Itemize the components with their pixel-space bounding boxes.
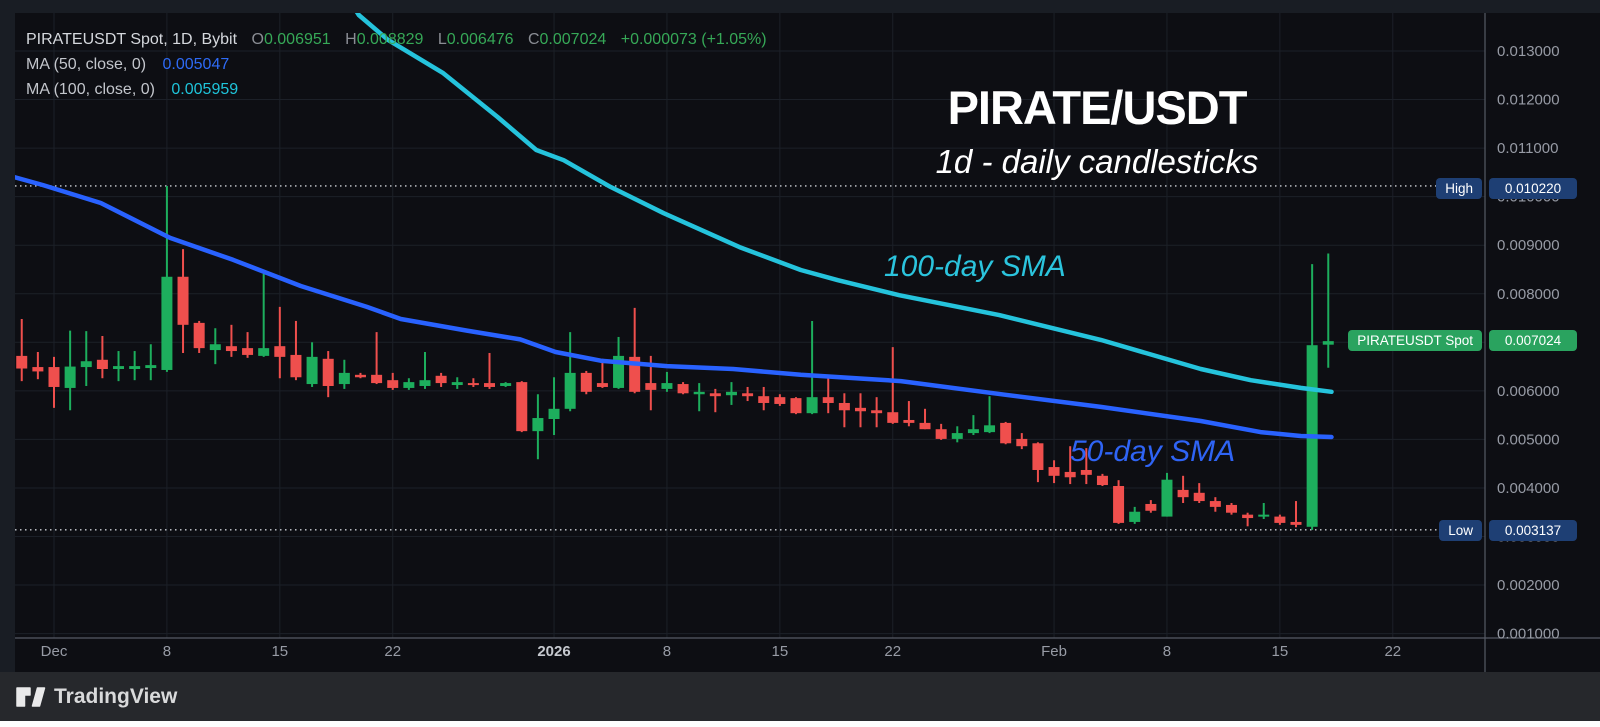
ma100-label: MA (100, close, 0) (26, 81, 155, 98)
price-axis-label: 0.009000 (1497, 237, 1560, 254)
price-axis-label: 0.002000 (1497, 577, 1560, 594)
tradingview-logo-icon[interactable] (16, 684, 46, 710)
time-axis-labels[interactable]: Dec 8 15 22 2026 8 15 22 Feb 8 15 22 (41, 643, 1401, 660)
last-price-tag: PIRATEUSDT Spot (1348, 330, 1482, 351)
gridlines (15, 13, 1485, 638)
ma100-value: 0.005959 (171, 81, 239, 98)
ohlc-low-value: 0.006476 (446, 31, 514, 48)
time-axis-label: 2026 (537, 643, 570, 660)
price-axis-label: 0.004000 (1497, 480, 1560, 497)
ohlc-change: +0.000073 (+1.05%) (620, 31, 767, 48)
time-axis-label: 22 (1384, 643, 1401, 660)
chart-legend: PIRATEUSDT Spot, 1D, Bybit O0.006951 H0.… (26, 27, 767, 102)
time-axis-label: 15 (271, 643, 288, 660)
time-axis-label: Feb (1041, 643, 1067, 660)
ohlc-open-label: O (251, 31, 264, 48)
footer-bar: TradingView (0, 672, 1600, 721)
ohlc-close-value: 0.007024 (539, 31, 607, 48)
ohlc-open-value: 0.006951 (263, 31, 331, 48)
low-marker-tag: Low (1439, 520, 1482, 541)
price-axis-label: 0.011000 (1497, 140, 1558, 157)
title-block: PIRATE/USDT 1d - daily candlesticks (847, 82, 1347, 181)
time-axis-label: Dec (41, 643, 68, 660)
time-axis-label: 22 (884, 643, 901, 660)
ohlc-high-value: 0.008829 (356, 31, 424, 48)
legend-symbol-row[interactable]: PIRATEUSDT Spot, 1D, Bybit O0.006951 H0.… (26, 27, 767, 52)
ma50-value: 0.005047 (162, 56, 230, 73)
time-axis-label: 15 (1272, 643, 1289, 660)
sma100-annotation: 100-day SMA (884, 250, 1066, 283)
legend-ma50-row[interactable]: MA (50, close, 0) 0.005047 (26, 52, 767, 77)
bottom-white-strip (0, 721, 1600, 727)
legend-ma100-row[interactable]: MA (100, close, 0) 0.005959 (26, 77, 767, 102)
ohlc-high-label: H (345, 31, 357, 48)
ma50-label: MA (50, close, 0) (26, 56, 147, 73)
price-axis-label: 0.005000 (1497, 431, 1560, 448)
high-marker-tag: High (1436, 178, 1482, 199)
price-axis-label: 0.001000 (1497, 626, 1560, 643)
page-subtitle: 1d - daily candlesticks (935, 143, 1259, 180)
time-axis-label: 15 (772, 643, 789, 660)
chart-surface[interactable]: 0.0130000.0120000.0110000.0100000.009000… (0, 0, 1600, 672)
ma-line-ma100[interactable] (349, 0, 1334, 395)
low-marker-value: 0.003137 (1489, 520, 1577, 541)
time-axis-label: 8 (163, 643, 171, 660)
last-price-value: 0.007024 (1489, 330, 1577, 351)
page-title: PIRATE/USDT (947, 81, 1248, 134)
price-axis-label: 0.008000 (1497, 286, 1560, 303)
time-axis-label: 8 (1163, 643, 1171, 660)
time-axis-label: 22 (384, 643, 401, 660)
sma50-annotation: 50-day SMA (1070, 435, 1236, 468)
ohlc-low-label: L (437, 31, 447, 48)
ma-line-ma50[interactable] (0, 173, 1334, 440)
price-axis-label: 0.006000 (1497, 383, 1560, 400)
tradingview-wordmark[interactable]: TradingView (54, 684, 178, 708)
time-axis-label: 8 (663, 643, 671, 660)
high-marker-value: 0.010220 (1489, 178, 1577, 199)
ohlc-close-label: C (527, 31, 540, 48)
legend-symbol: PIRATEUSDT Spot, 1D, Bybit (26, 31, 238, 48)
price-axis-label: 0.012000 (1497, 92, 1560, 109)
price-axis-label: 0.013000 (1497, 43, 1560, 60)
